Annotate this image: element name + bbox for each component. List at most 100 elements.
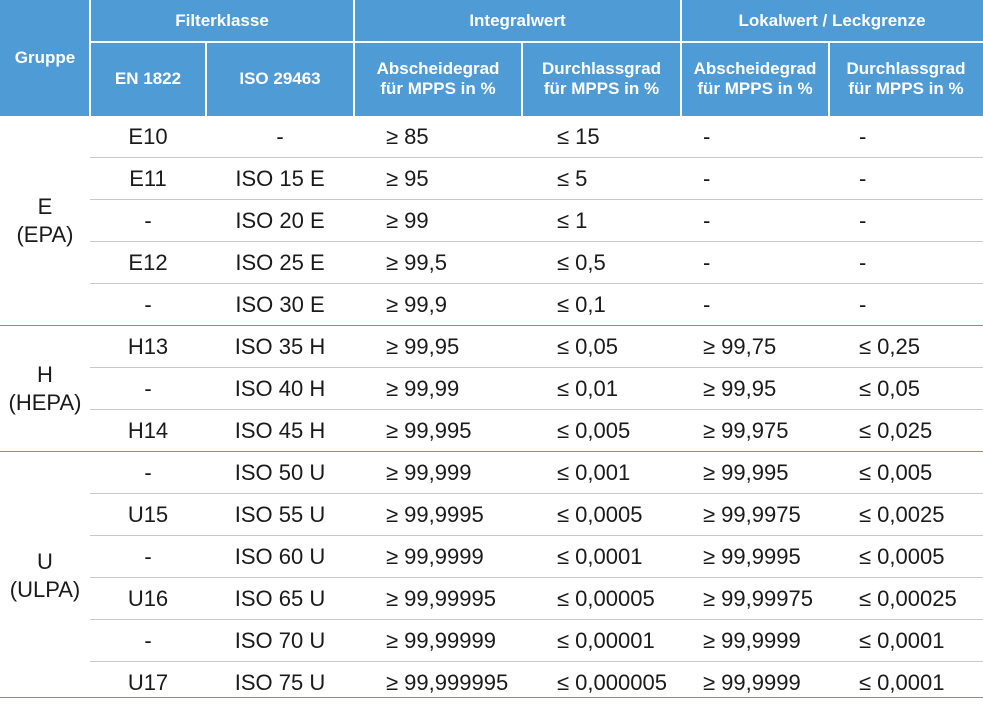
int-abscheidegrad-cell: ≥ 99,999	[386, 460, 472, 485]
header-divider	[521, 42, 523, 116]
row-divider	[90, 619, 983, 620]
iso29463-cell: -	[276, 124, 284, 149]
header-integralwert: Integralwert	[354, 0, 681, 42]
lok-abscheidegrad-cell: ≥ 99,75	[703, 334, 777, 359]
int-abscheidegrad-cell: ≥ 99,9999	[386, 544, 484, 569]
header-en1822: EN 1822	[90, 42, 206, 116]
int-abscheidegrad-cell: ≥ 99,9	[386, 292, 448, 317]
row-divider	[90, 409, 983, 410]
lok-durchlassgrad-cell: ≤ 0,05	[859, 376, 921, 401]
group-name: (EPA)	[16, 222, 74, 247]
lok-durchlassgrad-cell: -	[859, 124, 867, 149]
lok-durchlassgrad-cell: -	[859, 292, 867, 317]
int-durchlassgrad-cell: ≤ 0,5	[557, 250, 606, 275]
int-durchlassgrad-cell: ≤ 0,000005	[557, 670, 667, 695]
int-durchlassgrad-cell: ≤ 5	[557, 166, 588, 191]
int-durchlassgrad-cell: ≤ 15	[557, 124, 600, 149]
row-divider	[90, 493, 983, 494]
en1822-cell: E11	[129, 166, 167, 191]
lok-durchlassgrad-cell: ≤ 0,0005	[859, 544, 945, 569]
int-durchlassgrad-cell: ≤ 0,01	[557, 376, 619, 401]
iso29463-cell: ISO 45 H	[234, 418, 326, 443]
int-durchlassgrad-cell: ≤ 0,00005	[557, 586, 655, 611]
iso29463-cell: ISO 70 U	[234, 628, 326, 653]
lok-durchlassgrad-cell: -	[859, 208, 867, 233]
int-abscheidegrad-cell: ≥ 99,9995	[386, 502, 484, 527]
row-divider	[90, 157, 983, 158]
lok-abscheidegrad-cell: ≥ 99,995	[703, 460, 789, 485]
iso29463-cell: ISO 30 E	[235, 292, 325, 317]
row-divider	[90, 367, 983, 368]
int-durchlassgrad-cell: ≤ 1	[557, 208, 588, 233]
iso29463-cell: ISO 60 U	[234, 544, 326, 569]
iso29463-cell: ISO 55 U	[234, 502, 326, 527]
group-letter: U	[37, 548, 53, 574]
lok-abscheidegrad-cell: ≥ 99,9999	[703, 628, 801, 653]
iso29463-cell: ISO 40 H	[234, 376, 326, 401]
header-int-durchlassgrad: Durchlassgrad für MPPS in %	[522, 42, 681, 116]
lok-durchlassgrad-cell: -	[859, 250, 867, 275]
int-abscheidegrad-cell: ≥ 95	[386, 166, 429, 191]
group-label-epa: E (EPA)	[0, 116, 90, 326]
en1822-cell: -	[144, 376, 152, 401]
lok-abscheidegrad-cell: -	[703, 166, 711, 191]
int-durchlassgrad-cell: ≤ 0,00001	[557, 628, 655, 653]
en1822-cell: E10	[128, 124, 168, 149]
int-durchlassgrad-cell: ≤ 0,05	[557, 334, 619, 359]
group-name: (ULPA)	[9, 576, 81, 602]
iso29463-cell: ISO 15 E	[235, 166, 325, 191]
row-divider	[90, 577, 983, 578]
lok-durchlassgrad-cell: ≤ 0,005	[859, 460, 933, 485]
int-abscheidegrad-cell: ≥ 99,99999	[386, 628, 496, 653]
group-divider	[0, 325, 983, 326]
en1822-cell: U15	[127, 502, 169, 527]
int-durchlassgrad-cell: ≤ 0,005	[557, 418, 631, 443]
int-durchlassgrad-cell: ≤ 0,0005	[557, 502, 643, 527]
en1822-cell: H13	[127, 334, 169, 359]
header-divider	[205, 42, 207, 116]
table-bottom-border	[0, 697, 983, 698]
en1822-cell: -	[144, 208, 152, 233]
en1822-cell: U16	[127, 586, 169, 611]
int-abscheidegrad-cell: ≥ 85	[386, 124, 429, 149]
lok-durchlassgrad-cell: ≤ 0,025	[859, 418, 933, 443]
group-label-hepa: H (HEPA)	[0, 326, 90, 452]
en1822-cell: -	[144, 460, 152, 485]
header-filterklasse: Filterklasse	[90, 0, 354, 42]
row-divider	[90, 199, 983, 200]
lok-abscheidegrad-cell: ≥ 99,9975	[703, 502, 801, 527]
group-divider	[0, 451, 983, 452]
int-abscheidegrad-cell: ≥ 99,5	[386, 250, 448, 275]
lok-abscheidegrad-cell: -	[703, 250, 711, 275]
group-letter: E	[37, 194, 53, 219]
lok-abscheidegrad-cell: -	[703, 292, 711, 317]
int-durchlassgrad-cell: ≤ 0,1	[557, 292, 606, 317]
int-durchlassgrad-cell: ≤ 0,0001	[557, 544, 643, 569]
lok-durchlassgrad-cell: ≤ 0,25	[859, 334, 921, 359]
int-abscheidegrad-cell: ≥ 99,99995	[386, 586, 496, 611]
int-abscheidegrad-cell: ≥ 99	[386, 208, 429, 233]
lok-durchlassgrad-cell: ≤ 0,0001	[859, 670, 945, 695]
header-divider	[828, 42, 830, 116]
iso29463-cell: ISO 75 U	[234, 670, 326, 695]
en1822-cell: -	[144, 292, 152, 317]
lok-durchlassgrad-cell: ≤ 0,0025	[859, 502, 945, 527]
group-name: (HEPA)	[8, 390, 82, 415]
lok-abscheidegrad-cell: ≥ 99,9999	[703, 670, 801, 695]
int-abscheidegrad-cell: ≥ 99,995	[386, 418, 472, 443]
iso29463-cell: ISO 35 H	[234, 334, 326, 359]
en1822-cell: E12	[128, 250, 168, 275]
group-label-ulpa: U (ULPA)	[0, 452, 90, 699]
header-divider	[89, 0, 91, 116]
int-abscheidegrad-cell: ≥ 99,95	[386, 334, 460, 359]
group-letter: H	[37, 362, 53, 387]
lok-durchlassgrad-cell: ≤ 0,00025	[859, 586, 957, 611]
header-lokalwert: Lokalwert / Leckgrenze	[681, 0, 983, 42]
header-iso29463: ISO 29463	[206, 42, 354, 116]
header-divider	[90, 41, 983, 43]
header-divider	[680, 0, 682, 116]
header-lok-durchlassgrad: Durchlassgrad für MPPS in %	[829, 42, 983, 116]
iso29463-cell: ISO 65 U	[234, 586, 326, 611]
lok-abscheidegrad-cell: -	[703, 124, 711, 149]
